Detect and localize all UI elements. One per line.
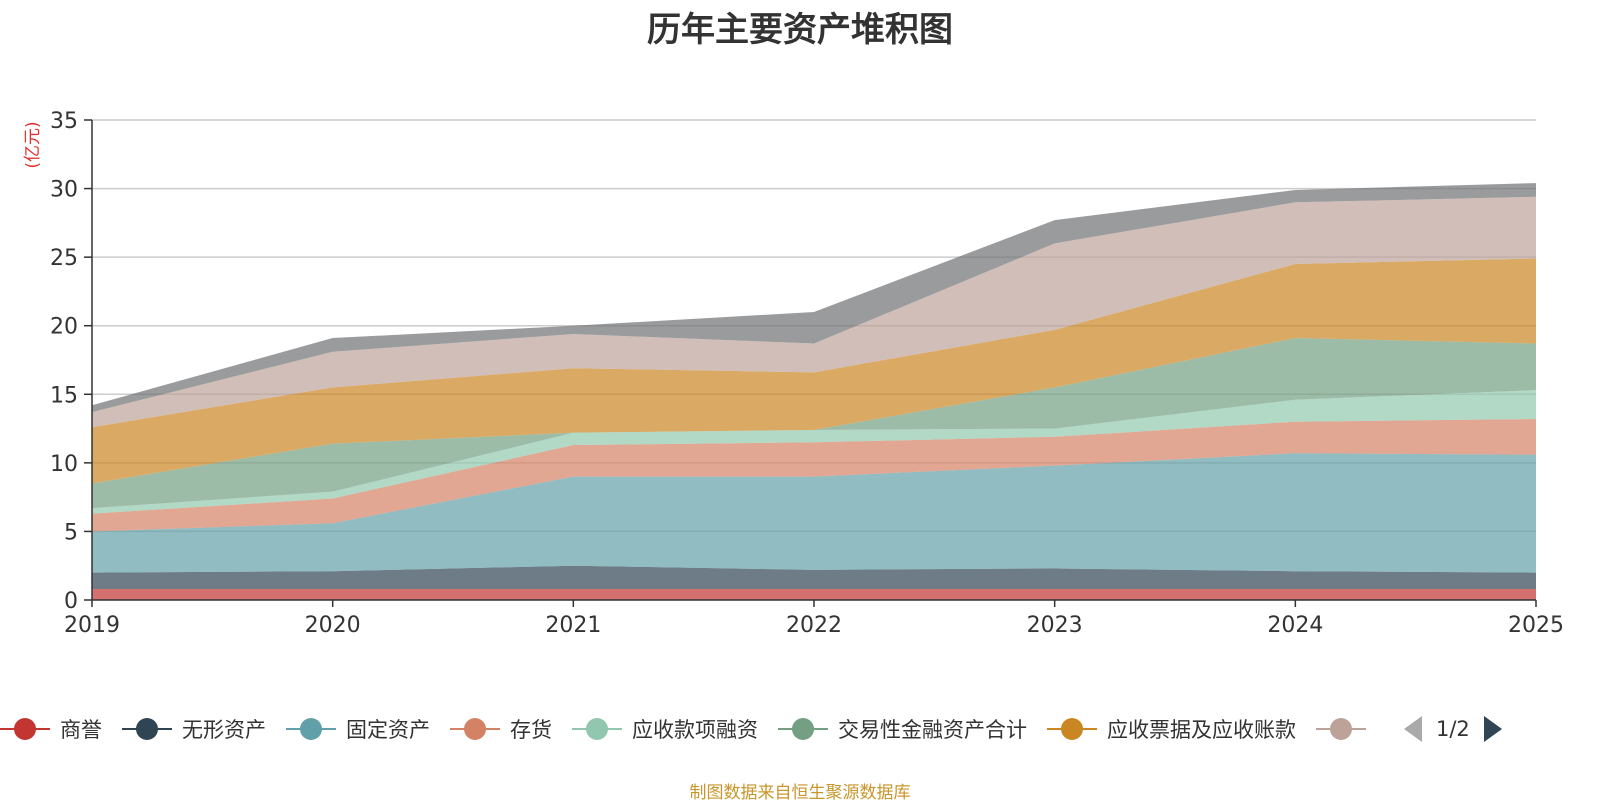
area-series-6	[92, 258, 1536, 484]
legend-item[interactable]: 固定资产	[286, 714, 430, 744]
legend-label: 应收票据及应收账款	[1107, 718, 1296, 742]
legend-marker-icon	[286, 718, 336, 740]
area-series-0	[92, 589, 1536, 600]
y-tick-label: 20	[50, 315, 78, 340]
area-series-3	[92, 418, 1536, 532]
legend-marker-icon	[572, 718, 622, 740]
y-tick-label: 30	[50, 178, 78, 203]
legend-page-indicator: 1/2	[1436, 717, 1470, 741]
legend-marker-icon	[450, 718, 500, 740]
legend-label: 应收款项融资	[632, 718, 758, 742]
x-tick-label: 2019	[64, 613, 120, 638]
x-tick-label: 2023	[1027, 613, 1083, 638]
legend-next-icon[interactable]	[1480, 714, 1504, 744]
legend: 商誉 无形资产 固定资产 存货 应收款项融资 交易性金融资产合计 应收票据及应收账款 1/2	[0, 712, 1600, 746]
x-tick-label: 2021	[545, 613, 601, 638]
y-tick-label: 15	[50, 383, 78, 408]
legend-marker-icon	[122, 718, 172, 740]
legend-item[interactable]: 无形资产	[122, 714, 266, 744]
legend-item[interactable]: 商誉	[0, 714, 102, 744]
legend-label: 无形资产	[182, 718, 266, 742]
y-axis-label: (亿元)	[23, 121, 43, 168]
area-series-4	[92, 390, 1536, 514]
legend-marker-icon	[1316, 718, 1366, 740]
legend-label: 固定资产	[346, 718, 430, 742]
legend-item[interactable]: 交易性金融资产合计	[778, 714, 1027, 744]
area-series-5	[92, 338, 1536, 509]
y-tick-label: 10	[50, 452, 78, 477]
area-layer	[92, 183, 1536, 600]
x-tick-label: 2020	[305, 613, 361, 638]
legend-pager: 1/2	[1402, 714, 1504, 744]
legend-items: 商誉 无形资产 固定资产 存货 应收款项融资 交易性金融资产合计 应收票据及应收账款	[0, 714, 1396, 744]
legend-marker-icon	[778, 718, 828, 740]
legend-item[interactable]: 存货	[450, 714, 552, 744]
footer-source-note: 制图数据来自恒生聚源数据库	[689, 783, 911, 803]
legend-item[interactable]: 应收款项融资	[572, 714, 758, 744]
x-tick-label: 2022	[786, 613, 842, 638]
legend-marker-icon	[0, 718, 50, 740]
legend-label: 存货	[510, 718, 552, 742]
x-tick-label: 2025	[1508, 613, 1564, 638]
y-tick-label: 25	[50, 246, 78, 271]
area-series-1	[92, 565, 1536, 590]
area-series-2	[92, 453, 1536, 573]
area-series-7	[92, 196, 1536, 428]
legend-item[interactable]: 应收票据及应收账款	[1047, 714, 1296, 744]
y-tick-label: 0	[64, 589, 78, 614]
chart-title: 历年主要资产堆积图	[647, 10, 953, 50]
legend-label: 交易性金融资产合计	[838, 718, 1027, 742]
y-tick-label: 5	[64, 520, 78, 545]
legend-prev-icon[interactable]	[1402, 714, 1426, 744]
legend-label: 商誉	[60, 718, 102, 742]
x-tick-label: 2024	[1267, 613, 1323, 638]
legend-marker-icon	[1047, 718, 1097, 740]
y-tick-label: 35	[50, 109, 78, 134]
legend-item[interactable]	[1316, 717, 1376, 741]
